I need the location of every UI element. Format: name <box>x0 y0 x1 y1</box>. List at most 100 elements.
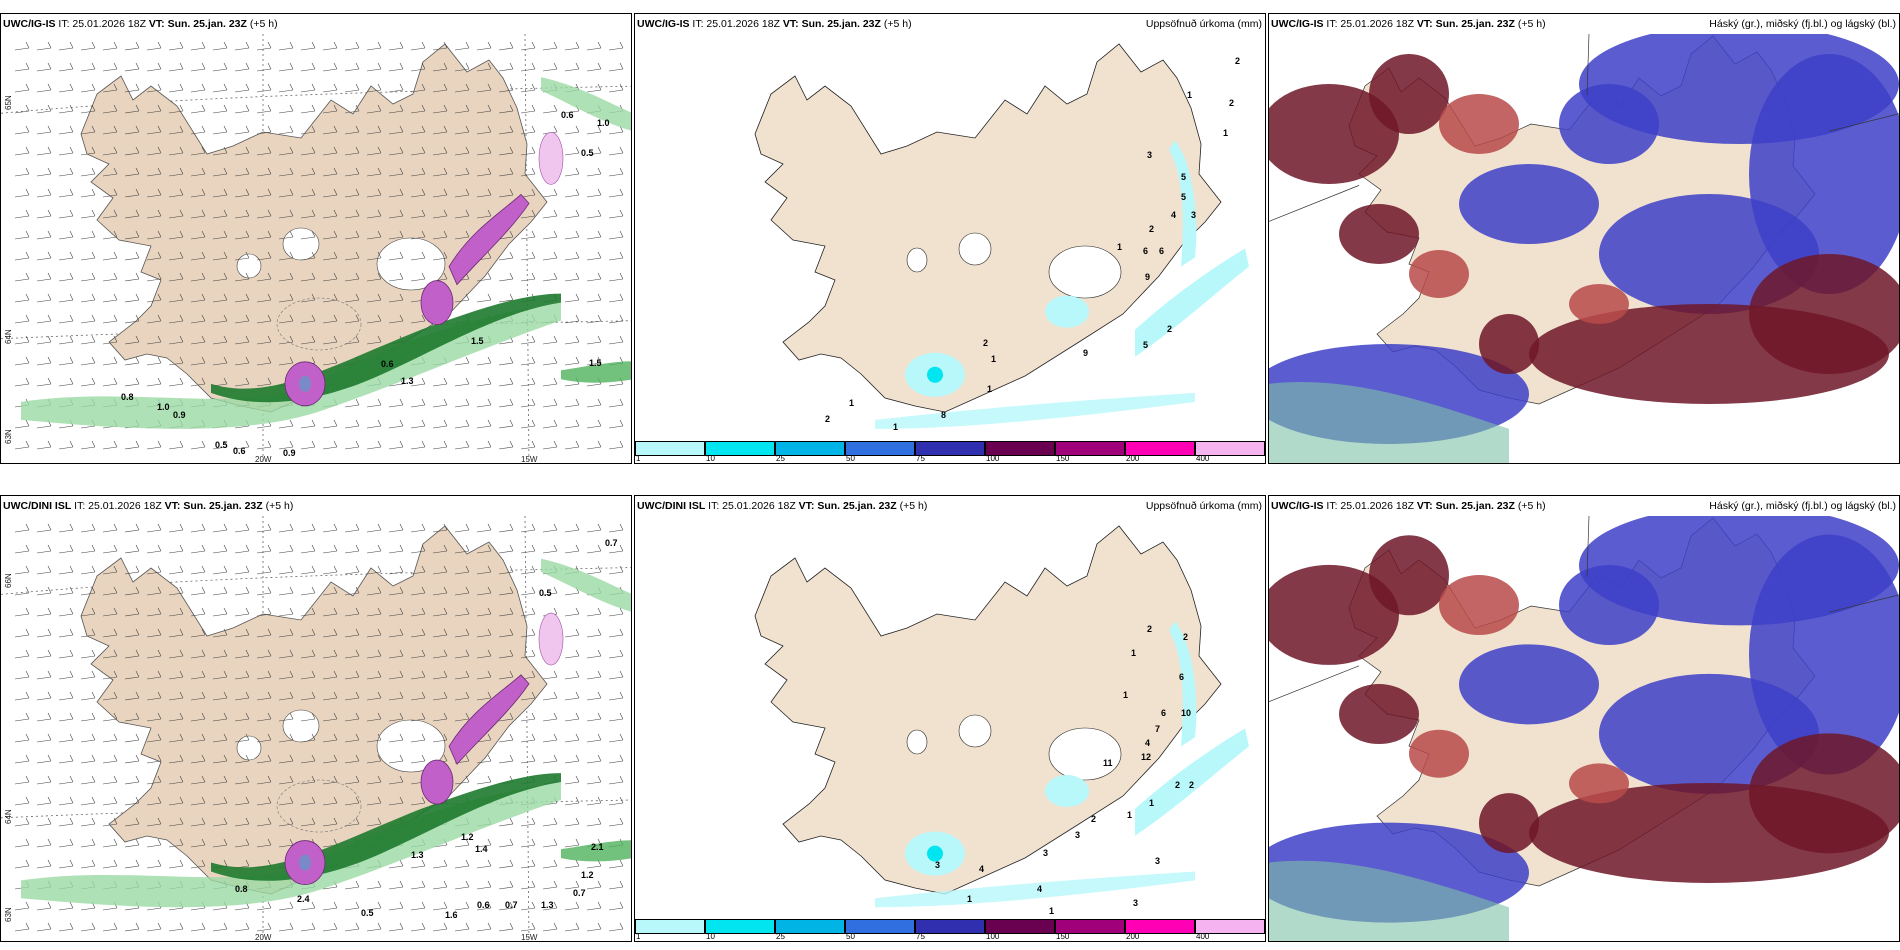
wind-barb <box>410 565 426 575</box>
wind-barb <box>498 628 514 638</box>
wind-barb <box>366 901 382 911</box>
wind-barb <box>322 817 338 827</box>
wind-barb <box>190 83 206 93</box>
wind-barb <box>498 125 514 135</box>
wind-barb <box>476 586 492 596</box>
wind-barb <box>520 691 536 701</box>
colorbar-swatch <box>635 441 705 456</box>
wind-barb <box>168 377 184 387</box>
wind-barb <box>432 41 448 51</box>
wind-barb <box>278 838 294 848</box>
wind-barb <box>498 565 514 575</box>
wind-barb <box>476 209 492 219</box>
wind-barb <box>388 272 404 282</box>
value-label: 1.4 <box>475 844 488 854</box>
wind-barb <box>630 385 631 386</box>
wind-barb <box>322 146 338 156</box>
wind-barb <box>212 167 228 177</box>
value-label: 2.1 <box>591 842 604 852</box>
wind-barb <box>586 817 602 827</box>
wind-barb <box>586 880 602 890</box>
colorbar-swatch <box>1125 441 1195 456</box>
wind-barb <box>410 649 426 659</box>
wind-barb <box>542 586 558 596</box>
wind-barb <box>300 922 316 932</box>
wind-barb <box>212 712 228 722</box>
wind-barb <box>542 41 558 51</box>
colorbar-label: 10 <box>706 454 715 463</box>
wind-barb <box>168 796 184 806</box>
colorbar-swatch <box>1055 919 1125 934</box>
wind-barb <box>520 922 536 932</box>
wind-barb <box>256 230 272 240</box>
wind-barb <box>300 733 316 743</box>
longitude-line <box>524 515 530 941</box>
wind-barb <box>630 70 631 71</box>
wind-barb <box>234 314 250 324</box>
value-label: 4 <box>1037 884 1043 894</box>
wind-barb <box>212 523 228 533</box>
wind-barb <box>388 83 404 93</box>
wind-barb <box>410 733 426 743</box>
precip-area-core <box>927 366 943 383</box>
precip-area <box>875 871 1195 908</box>
wind-barb <box>344 649 360 659</box>
colorbar-label: 75 <box>916 454 925 463</box>
wind-barb <box>124 796 140 806</box>
value-label: 1.2 <box>581 870 594 880</box>
wind-barb <box>36 377 52 387</box>
wind-barb <box>608 398 624 408</box>
wind-barb <box>388 607 404 617</box>
wind-barb <box>80 754 96 764</box>
value-label: 2.4 <box>297 894 310 904</box>
wind-barb <box>454 586 470 596</box>
wind-barb <box>542 356 558 366</box>
wind-barb <box>542 523 558 533</box>
latitude-line <box>1 567 631 595</box>
wind-barb <box>212 649 228 659</box>
wind-barb <box>344 104 360 114</box>
colorbar-swatch <box>985 919 1055 934</box>
wind-barb <box>366 544 382 554</box>
wind-barb <box>212 83 228 93</box>
wind-barb <box>212 104 228 114</box>
wind-barb <box>80 544 96 554</box>
wind-barb <box>454 628 470 638</box>
wind-barb <box>80 293 96 303</box>
wind-barb <box>410 880 426 890</box>
wind-barb <box>586 293 602 303</box>
wind-barb <box>212 670 228 680</box>
wind-barb <box>168 544 184 554</box>
wind-barb <box>278 62 294 72</box>
wind-barb <box>388 796 404 806</box>
wind-barb <box>476 419 492 429</box>
wind-barb <box>36 628 52 638</box>
wind-barb <box>14 712 30 722</box>
wind-barb <box>14 691 30 701</box>
wind-barb <box>630 825 631 826</box>
cloud-area <box>1749 733 1899 854</box>
wind-barb <box>608 83 624 93</box>
wind-barb <box>630 930 631 931</box>
value-label: 9 <box>1145 272 1151 282</box>
wind-barb <box>190 146 206 156</box>
grid-label-65n: 65N <box>4 95 13 110</box>
wind-barb <box>432 901 448 911</box>
wind-barb <box>608 272 624 282</box>
wind-barb <box>498 398 514 408</box>
wind-barb <box>124 41 140 51</box>
wind-barb <box>190 125 206 135</box>
wind-barb <box>256 293 272 303</box>
wind-barb <box>256 754 272 764</box>
wind-barb <box>146 649 162 659</box>
wind-barb <box>234 356 250 366</box>
wind-barb <box>212 838 228 848</box>
wind-barb <box>190 607 206 617</box>
precip-band-light <box>21 302 561 429</box>
wind-barb <box>520 377 536 387</box>
wind-barb <box>322 712 338 722</box>
wind-barb <box>14 544 30 554</box>
wind-barb <box>58 775 74 785</box>
wind-barb <box>608 775 624 785</box>
wind-barb <box>168 440 184 450</box>
